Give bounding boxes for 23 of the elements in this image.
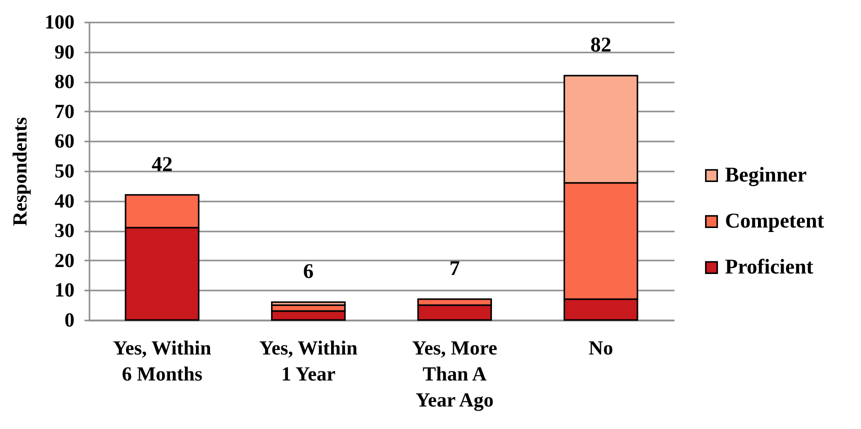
y-tick-label: 30	[54, 220, 74, 242]
y-tick-label: 60	[54, 130, 74, 153]
y-tick-label: 80	[54, 71, 74, 94]
y-tick-label: 40	[54, 190, 74, 212]
x-tick-label: No	[588, 338, 614, 360]
y-tick-label: 50	[54, 160, 74, 182]
y-tick-label: 70	[54, 100, 74, 123]
y-axis-title: Respondents	[10, 116, 32, 226]
legend-label: Proficient	[725, 254, 814, 279]
y-tick-label: 20	[54, 250, 74, 272]
x-tick-label: Yes, More Than A Year Ago	[412, 338, 498, 412]
legend-label: Competent	[725, 208, 824, 233]
total-label: 82	[590, 32, 612, 57]
total-label: 7	[449, 256, 460, 280]
x-tick-label: Yes, Within 6 Months	[113, 338, 212, 386]
legend-label: Beginner	[725, 162, 807, 187]
y-tick-label: 90	[54, 41, 74, 64]
y-tick-label: 0	[64, 310, 74, 332]
y-tick-label: 100	[44, 12, 74, 34]
y-tick-label: 10	[54, 280, 74, 302]
total-label: 42	[152, 152, 173, 176]
total-label: 6	[303, 259, 314, 284]
x-tick-label: Yes, Within 1 Year	[259, 338, 358, 386]
